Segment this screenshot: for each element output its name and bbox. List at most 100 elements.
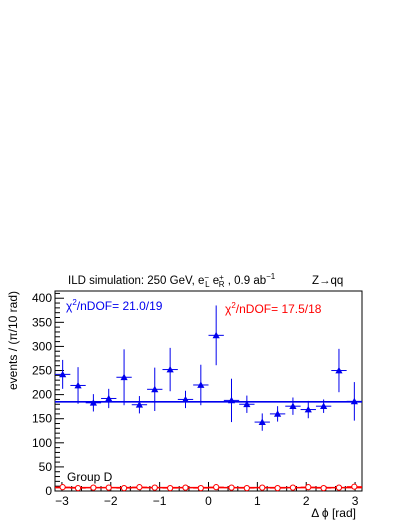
chart-header: ILD simulation: 250 GeV, e− L e+ R , 0.9 a…	[68, 272, 343, 289]
circle-marker	[182, 484, 189, 491]
y-tick-label: 250	[32, 364, 52, 378]
data-point-blue	[70, 367, 86, 404]
data-point-red	[285, 484, 301, 491]
triangle-marker	[335, 366, 343, 374]
data-point-blue	[223, 378, 240, 423]
triangle-marker	[227, 396, 236, 404]
circle-marker	[213, 484, 220, 491]
data-point-red	[239, 485, 255, 492]
circle-marker	[305, 484, 312, 491]
y-tick-label: 50	[39, 460, 53, 474]
circle-marker	[274, 485, 281, 492]
data-point-blue	[101, 388, 117, 409]
x-tick-label: −3	[55, 494, 69, 508]
circle-marker	[74, 485, 82, 492]
data-point-red	[346, 483, 363, 490]
plot-frame	[54, 290, 363, 492]
triangle-marker	[320, 402, 328, 410]
data-point-blue	[254, 413, 270, 431]
data-point-blue	[131, 396, 148, 414]
y-tick-label: 300	[32, 339, 52, 353]
x-tick-label: 2	[303, 494, 310, 508]
y-axis: 0 50 100 150 200 250 300 350 400	[32, 291, 64, 498]
x-tick-label: 0	[205, 494, 212, 508]
triangle-marker	[181, 395, 190, 403]
data-point-red	[147, 484, 163, 491]
header-left: ILD simulation: 250 GeV, e− L e+ R , 0.9 a…	[68, 272, 276, 289]
data-point-blue	[239, 395, 255, 413]
data-point-blue	[208, 305, 224, 366]
circle-marker	[105, 484, 112, 491]
triangle-marker	[74, 381, 82, 389]
data-point-red	[269, 485, 286, 492]
triangle-marker	[166, 365, 174, 373]
data-point-red	[300, 484, 316, 491]
data-point-blue	[300, 400, 316, 419]
circle-marker	[289, 484, 297, 491]
data-point-red	[177, 484, 194, 491]
data-point-red	[162, 485, 178, 492]
data-point-blue	[285, 397, 301, 415]
triangle-marker	[59, 370, 67, 378]
data-point-red	[331, 484, 347, 491]
data-point-red	[208, 484, 224, 491]
data-point-red	[193, 485, 209, 492]
data-point-red	[254, 484, 270, 491]
y-tick-label: 150	[32, 412, 52, 426]
data-point-blue	[315, 399, 332, 413]
y-tick-label: 400	[32, 291, 52, 305]
chi2-blue: χ2/nDOF= 21.0/19	[66, 298, 163, 313]
data-point-red	[116, 485, 132, 492]
triangle-marker	[350, 397, 358, 405]
data-point-red	[223, 484, 240, 491]
circle-marker	[259, 484, 266, 491]
data-point-blue	[116, 349, 132, 406]
data-points	[54, 305, 363, 492]
data-point-red	[70, 485, 86, 492]
triangle-marker	[197, 381, 205, 388]
y-tick-label: 350	[32, 315, 52, 329]
data-point-red	[131, 484, 148, 491]
data-point-blue	[346, 382, 363, 421]
data-point-blue	[193, 364, 209, 406]
triangle-marker	[273, 410, 282, 417]
triangle-marker	[304, 405, 312, 413]
circle-marker	[197, 485, 204, 492]
circle-marker	[151, 484, 158, 491]
circle-marker	[120, 485, 128, 492]
triangle-marker	[151, 385, 159, 393]
y-tick-label: 200	[32, 388, 52, 402]
circle-marker	[136, 484, 143, 491]
data-point-blue	[162, 347, 178, 392]
triangle-marker	[120, 373, 128, 381]
triangle-marker	[243, 400, 251, 408]
y-axis-label: events / (π/10 rad)	[6, 291, 20, 390]
triangle-marker	[289, 402, 297, 410]
triangle-marker	[258, 418, 266, 425]
x-axis: −3 −2 −1 0 1 2 3	[55, 482, 359, 508]
header-right: Z→qq	[312, 275, 343, 287]
data-point-blue	[269, 406, 286, 422]
chi2-red: χ2/nDOF= 17.5/18	[225, 301, 322, 316]
circle-marker	[243, 485, 250, 492]
data-point-red	[85, 484, 102, 491]
data-point-red	[315, 485, 332, 492]
data-point-blue	[147, 367, 163, 411]
triangle-marker	[135, 401, 144, 408]
circle-marker	[167, 485, 174, 492]
circle-marker	[335, 484, 343, 491]
triangle-marker	[105, 394, 113, 402]
y-tick-label: 100	[32, 436, 52, 450]
x-tick-label: 3	[352, 494, 359, 508]
circle-marker	[59, 484, 66, 491]
triangle-marker	[89, 399, 97, 406]
circle-marker	[320, 485, 327, 492]
circle-marker	[351, 483, 358, 490]
data-point-red	[101, 484, 117, 491]
x-axis-label: Δ ϕ [rad]	[311, 506, 356, 520]
group-annotation: Group D	[67, 470, 113, 484]
data-point-blue	[177, 390, 194, 409]
x-tick-label: −1	[153, 494, 167, 508]
x-tick-label: −2	[104, 494, 118, 508]
